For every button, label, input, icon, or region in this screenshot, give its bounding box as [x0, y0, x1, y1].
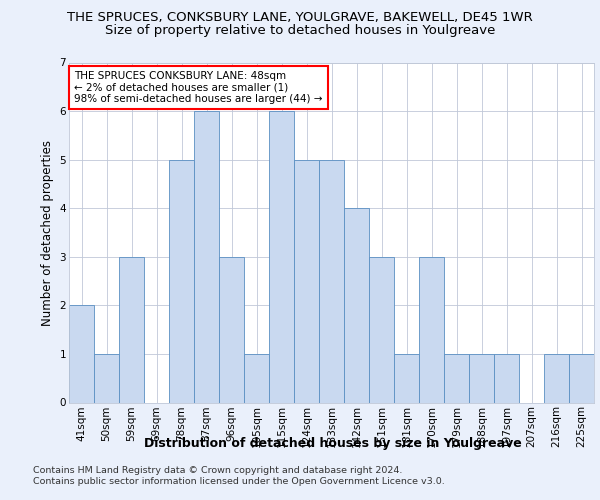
Bar — [394, 354, 419, 403]
Text: Contains public sector information licensed under the Open Government Licence v3: Contains public sector information licen… — [33, 478, 445, 486]
Text: Distribution of detached houses by size in Youlgreave: Distribution of detached houses by size … — [144, 438, 522, 450]
Bar — [494, 354, 519, 403]
Bar — [569, 354, 594, 403]
Bar — [194, 111, 219, 403]
Bar — [469, 354, 494, 403]
Text: THE SPRUCES, CONKSBURY LANE, YOULGRAVE, BAKEWELL, DE45 1WR: THE SPRUCES, CONKSBURY LANE, YOULGRAVE, … — [67, 11, 533, 24]
Bar — [344, 208, 369, 402]
Bar — [119, 257, 144, 402]
Bar — [269, 111, 294, 403]
Bar — [419, 257, 444, 402]
Bar — [169, 160, 194, 402]
Bar — [544, 354, 569, 403]
Bar — [444, 354, 469, 403]
Text: Contains HM Land Registry data © Crown copyright and database right 2024.: Contains HM Land Registry data © Crown c… — [33, 466, 403, 475]
Y-axis label: Number of detached properties: Number of detached properties — [41, 140, 54, 326]
Bar — [369, 257, 394, 402]
Text: THE SPRUCES CONKSBURY LANE: 48sqm
← 2% of detached houses are smaller (1)
98% of: THE SPRUCES CONKSBURY LANE: 48sqm ← 2% o… — [74, 71, 323, 104]
Bar — [244, 354, 269, 403]
Bar — [94, 354, 119, 403]
Bar — [294, 160, 319, 402]
Bar — [319, 160, 344, 402]
Bar — [219, 257, 244, 402]
Text: Size of property relative to detached houses in Youlgreave: Size of property relative to detached ho… — [105, 24, 495, 37]
Bar — [69, 306, 94, 402]
